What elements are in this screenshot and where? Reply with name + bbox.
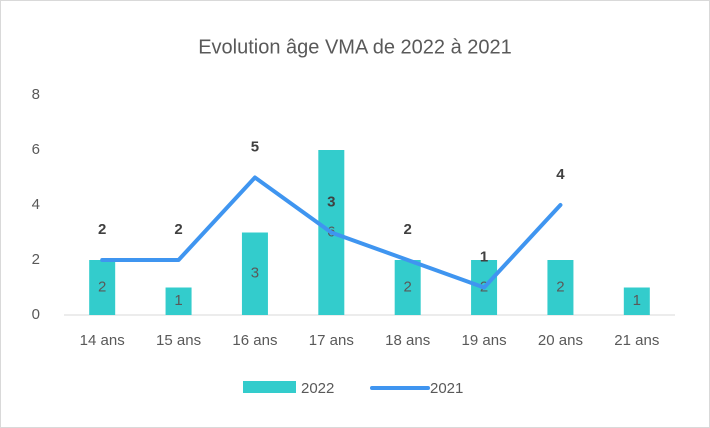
bar-value-label: 2 xyxy=(98,278,106,295)
line-value-label: 1 xyxy=(480,248,488,265)
bar-value-label: 2 xyxy=(404,278,412,295)
bar xyxy=(241,232,268,315)
x-tick-label: 19 ans xyxy=(462,332,507,349)
x-tick-label: 18 ans xyxy=(385,332,430,349)
x-tick-label: 20 ans xyxy=(538,332,583,349)
x-tick-label: 15 ans xyxy=(156,332,201,349)
y-tick-label: 0 xyxy=(32,306,40,323)
bar-value-label: 3 xyxy=(251,265,259,282)
bar xyxy=(623,287,650,315)
y-tick-label: 8 xyxy=(32,86,40,103)
y-tick-label: 2 xyxy=(32,251,40,268)
bar-value-label: 1 xyxy=(174,292,182,309)
line-value-label: 3 xyxy=(327,193,335,210)
line-value-label: 2 xyxy=(404,221,412,238)
y-tick-label: 4 xyxy=(32,196,40,213)
bar xyxy=(394,260,421,315)
chart-title: Evolution âge VMA de 2022 à 2021 xyxy=(198,36,512,58)
legend-label: 2022 xyxy=(301,380,334,397)
line xyxy=(100,175,563,290)
x-tick-label: 14 ans xyxy=(80,332,125,349)
x-tick-label: 21 ans xyxy=(614,332,659,349)
y-tick-label: 6 xyxy=(32,141,40,158)
line-value-label: 2 xyxy=(174,221,182,238)
bar-value-label: 1 xyxy=(633,292,641,309)
x-tick-label: 16 ans xyxy=(232,332,277,349)
bar-value-label: 2 xyxy=(556,278,564,295)
bar xyxy=(547,260,574,315)
legend-swatch xyxy=(243,381,296,393)
bar xyxy=(89,260,116,315)
x-tick-label: 17 ans xyxy=(309,332,354,349)
legend-label: 2021 xyxy=(430,380,463,397)
line-value-label: 2 xyxy=(98,221,106,238)
line-value-label: 5 xyxy=(251,138,259,155)
line-value-label: 4 xyxy=(556,166,565,183)
bar xyxy=(165,287,192,315)
